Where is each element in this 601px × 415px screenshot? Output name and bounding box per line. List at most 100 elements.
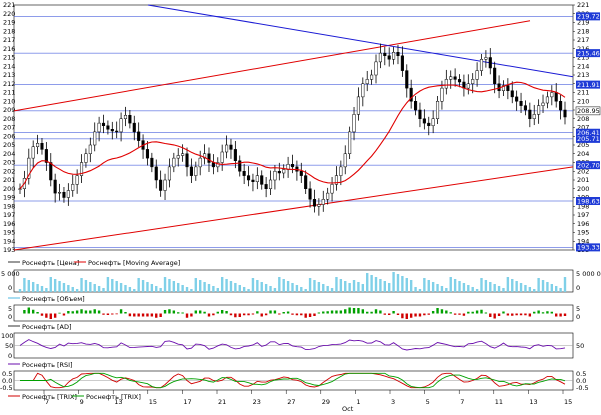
price-candle-body xyxy=(132,122,136,133)
volume-bar xyxy=(40,286,44,292)
volume-bar xyxy=(18,289,22,292)
price-candle-body xyxy=(545,96,549,104)
price-candle-body xyxy=(40,143,44,150)
volume-bar xyxy=(550,284,554,292)
level-labels: 219.7210215.4640211.9170208.95206.413820… xyxy=(575,12,601,252)
price-candle-body xyxy=(378,52,382,63)
volume-bar xyxy=(480,278,483,292)
price-candle-body xyxy=(238,160,242,172)
ad-bar xyxy=(493,313,496,319)
ad-bar xyxy=(71,311,74,314)
trend-blue[interactable] xyxy=(147,4,574,78)
ad-bar xyxy=(357,308,360,314)
x-tick-label: 15 xyxy=(149,398,157,406)
volume-bar xyxy=(137,278,140,292)
price-candle-body xyxy=(66,190,70,198)
volume-bar xyxy=(502,288,505,292)
price-tick-left: 196 xyxy=(3,220,15,228)
ad-bar xyxy=(541,312,545,314)
trend-lower-red[interactable] xyxy=(13,166,574,251)
ad-bar xyxy=(519,313,523,316)
level-label: 202.7080 xyxy=(577,161,601,169)
price-candle-body xyxy=(299,171,303,176)
ad-bar xyxy=(431,311,435,314)
ad-bar xyxy=(370,311,373,314)
ad-bar xyxy=(453,313,457,315)
price-candle-body xyxy=(339,166,343,176)
price-candle-body xyxy=(203,153,207,159)
ad-bar xyxy=(67,311,70,314)
price-tick-left: 197 xyxy=(3,211,15,219)
ad-bar xyxy=(387,313,391,315)
price-candle-body xyxy=(58,192,62,194)
volume-bar xyxy=(106,277,110,292)
volume-bar xyxy=(348,283,351,292)
price-candle-body xyxy=(246,175,251,181)
ad-bar xyxy=(326,311,329,314)
ad-bar xyxy=(251,313,255,315)
ad-bar xyxy=(45,313,48,318)
ad-bar xyxy=(409,313,413,318)
volume-bar xyxy=(405,278,408,292)
trend-upper-red[interactable] xyxy=(13,20,531,112)
x-tick-label: 23 xyxy=(253,398,261,406)
price-candle-body xyxy=(53,179,57,194)
ad-bar xyxy=(119,309,123,314)
price-tick-left: 215 xyxy=(3,54,15,62)
volume-bar xyxy=(392,272,395,292)
price-tick-left: 200 xyxy=(3,185,15,193)
price-candle-body xyxy=(159,179,163,191)
ad-bar xyxy=(141,313,145,317)
ad-bar xyxy=(181,312,184,314)
volume-bar xyxy=(423,278,426,292)
ad-left-top: 5 xyxy=(8,305,12,313)
price-tick-right: 219 xyxy=(577,19,589,27)
ad-bar xyxy=(475,310,479,314)
trix-line-2 xyxy=(20,372,566,389)
ad-bar xyxy=(515,313,518,316)
ad-bar xyxy=(216,311,219,314)
price-candle-body xyxy=(396,52,400,56)
price-candle-body xyxy=(541,102,545,106)
volume-bar xyxy=(62,283,66,292)
volume-bar xyxy=(344,281,347,292)
ad-bar xyxy=(264,313,268,316)
price-candle-body xyxy=(154,166,158,181)
volume-bar xyxy=(45,288,48,292)
level-label: 219.7210 xyxy=(577,13,601,21)
price-candle-body xyxy=(101,122,106,126)
price-candle-body xyxy=(211,162,215,168)
price-tick-right: 221 xyxy=(577,1,589,9)
price-candle-body xyxy=(374,61,378,76)
ad-bar xyxy=(115,313,118,315)
ad-bar xyxy=(506,313,510,316)
volume-bar xyxy=(31,282,35,292)
volume-bar xyxy=(150,284,154,292)
price-tick-right: 207 xyxy=(577,124,589,132)
price-tick-right: 204 xyxy=(577,150,589,158)
ad-bar xyxy=(392,311,395,314)
price-candle-body xyxy=(418,109,422,119)
price-tick-right: 211 xyxy=(577,89,589,97)
volume-bar xyxy=(242,287,246,292)
ad-bar xyxy=(528,313,532,317)
volume-bar xyxy=(458,281,461,292)
price-candle-body xyxy=(106,125,110,130)
volume-bar xyxy=(313,280,316,292)
price-candle-body xyxy=(330,184,334,194)
level-label: 215.4640 xyxy=(577,49,601,57)
ad-bar xyxy=(374,309,378,314)
volume-bar xyxy=(493,284,496,292)
volume-bar xyxy=(282,279,285,292)
volume-bar xyxy=(251,278,255,292)
ad-bar xyxy=(111,313,114,315)
volume-bar xyxy=(357,282,360,292)
ad-right-zero: 0 xyxy=(576,313,580,321)
x-tick-label: 15 xyxy=(564,398,572,406)
volume-bar xyxy=(387,283,391,292)
price-candle-body xyxy=(563,109,567,118)
level-label-box xyxy=(576,134,600,143)
volume-bar xyxy=(462,283,466,292)
volume-bar xyxy=(559,288,562,292)
